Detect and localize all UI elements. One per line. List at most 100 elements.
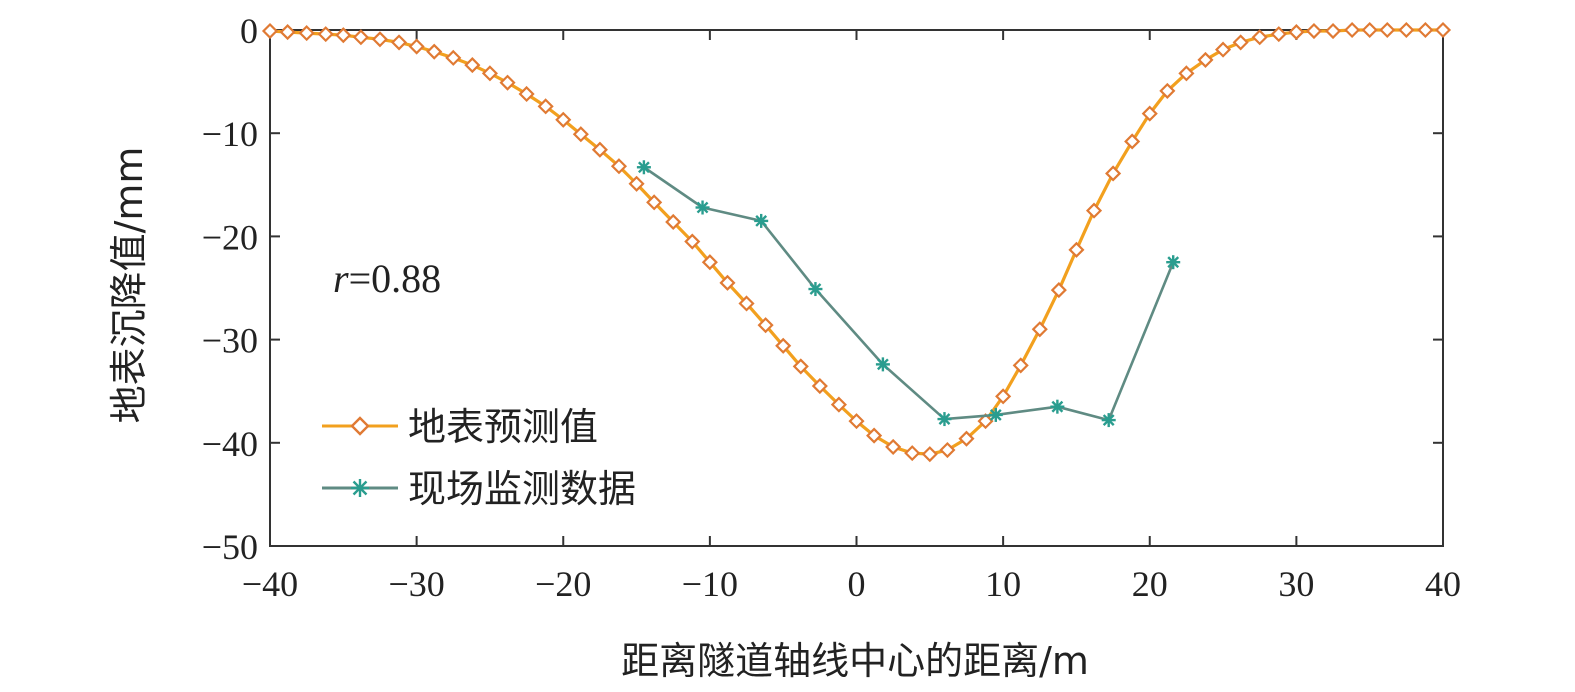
legend: 地表预测值 现场监测数据	[322, 405, 636, 511]
series-monitored	[636, 160, 1181, 428]
data-point-predicted	[1288, 24, 1305, 41]
data-point-predicted	[426, 43, 443, 60]
legend-swatch-predicted-marker	[350, 416, 370, 436]
y-tick-label: −10	[202, 114, 258, 154]
data-point-predicted	[939, 441, 956, 459]
data-point-predicted	[499, 74, 516, 91]
correlation-value: =0.88	[349, 256, 442, 301]
legend-label-predicted: 地表预测值	[408, 405, 598, 449]
data-point-predicted	[1305, 22, 1323, 40]
series-line-monitored	[643, 166, 1175, 422]
data-point-monitored	[875, 357, 890, 372]
data-point-predicted	[684, 233, 701, 250]
data-point-monitored	[754, 213, 769, 228]
x-tick-label: 0	[848, 564, 866, 604]
data-point-predicted	[1159, 82, 1176, 99]
data-point-predicted	[279, 24, 296, 41]
data-point-monitored	[695, 200, 710, 215]
legend-item-predicted: 地表预测值	[322, 405, 598, 449]
data-point-predicted	[481, 65, 498, 82]
data-point-predicted	[1434, 21, 1452, 39]
data-point-predicted	[1232, 34, 1249, 51]
data-point-predicted	[628, 175, 645, 192]
data-point-predicted	[518, 85, 535, 103]
data-point-predicted	[830, 396, 847, 413]
x-tick-label: −40	[242, 564, 298, 604]
data-point-predicted	[1379, 21, 1396, 39]
data-point-predicted	[610, 158, 628, 175]
correlation-annotation: r=0.88	[333, 256, 441, 301]
x-axis-title: 距离隧道轴线中心的距离/m	[621, 639, 1089, 683]
data-point-predicted	[1085, 202, 1103, 219]
series-line-predicted	[269, 28, 1443, 456]
data-point-predicted	[1344, 21, 1361, 39]
data-point-predicted	[719, 274, 736, 291]
data-point-predicted	[1398, 21, 1415, 39]
data-point-monitored	[1166, 255, 1181, 270]
data-point-monitored	[808, 282, 823, 297]
data-point-predicted	[408, 38, 425, 55]
data-point-predicted	[1012, 357, 1029, 374]
data-point-predicted	[775, 337, 792, 354]
data-point-predicted	[995, 388, 1012, 405]
y-tick-label: −50	[202, 527, 258, 567]
data-point-predicted	[390, 34, 408, 51]
y-tick-label: −30	[202, 321, 258, 361]
data-point-predicted	[371, 31, 389, 48]
data-point-predicted	[904, 445, 921, 462]
y-tick-label: −20	[202, 217, 258, 257]
x-tick-label: 10	[985, 564, 1021, 604]
data-point-predicted	[261, 22, 279, 40]
data-point-monitored	[937, 412, 952, 427]
data-point-predicted	[1068, 241, 1085, 258]
data-point-predicted	[921, 446, 938, 463]
data-point-predicted	[1197, 51, 1214, 68]
data-point-predicted	[977, 413, 994, 430]
data-point-predicted	[1105, 165, 1122, 182]
data-point-predicted	[1417, 21, 1434, 39]
legend-item-monitored: 现场监测数据	[322, 467, 636, 511]
x-tick-label: −20	[535, 564, 591, 604]
data-point-predicted	[757, 317, 774, 334]
x-tick-label: −30	[388, 564, 444, 604]
data-point-monitored	[1050, 399, 1065, 414]
data-point-predicted	[1361, 21, 1378, 39]
data-point-predicted	[958, 430, 975, 447]
data-point-predicted	[317, 26, 334, 43]
data-point-predicted	[848, 413, 865, 430]
series-predicted	[261, 21, 1452, 463]
data-point-predicted	[1270, 26, 1287, 43]
x-tick-label: 20	[1132, 564, 1168, 604]
legend-asterisk	[351, 479, 369, 497]
data-point-monitored	[1101, 413, 1116, 428]
data-point-predicted	[464, 57, 481, 74]
data-point-predicted	[885, 438, 902, 455]
x-tick-label: −10	[682, 564, 738, 604]
series-layer	[261, 21, 1452, 463]
y-axis-title: 地表沉降值/mm	[107, 147, 151, 424]
legend-swatch-monitored-marker	[351, 479, 369, 497]
y-tick-label: 0	[240, 11, 258, 51]
axis-ticks: −40 −30 −20 −10 0 10 20 30 400−10−20−30−40−50	[202, 11, 1461, 604]
data-point-predicted	[665, 213, 682, 231]
correlation-symbol: r	[333, 256, 349, 301]
data-point-monitored	[636, 160, 651, 175]
y-tick-label: −40	[202, 424, 258, 464]
data-point-predicted	[1178, 65, 1195, 82]
data-point-predicted	[537, 98, 554, 115]
x-tick-label: 30	[1278, 564, 1314, 604]
data-point-predicted	[1050, 282, 1067, 299]
legend-label-monitored: 现场监测数据	[408, 467, 636, 511]
data-point-predicted	[738, 295, 755, 312]
data-point-predicted	[1031, 321, 1048, 338]
data-point-predicted	[811, 377, 828, 395]
data-point-predicted	[1251, 29, 1268, 46]
x-tick-label: 40	[1425, 564, 1461, 604]
data-point-predicted	[335, 27, 352, 44]
data-point-predicted	[646, 194, 663, 211]
data-point-predicted	[701, 254, 718, 271]
data-point-predicted	[555, 111, 572, 128]
data-point-predicted	[445, 49, 462, 66]
data-point-predicted	[866, 427, 883, 444]
